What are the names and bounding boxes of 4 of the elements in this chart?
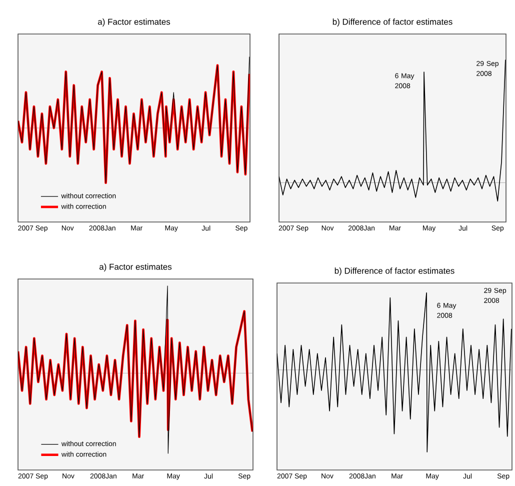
chart-title: b) Difference of factor estimates xyxy=(332,18,452,26)
chart-title: a) Factor estimates xyxy=(98,18,170,26)
chart-title: b) Difference of factor estimates xyxy=(334,268,454,276)
chart-title: a) Factor estimates xyxy=(99,264,172,272)
